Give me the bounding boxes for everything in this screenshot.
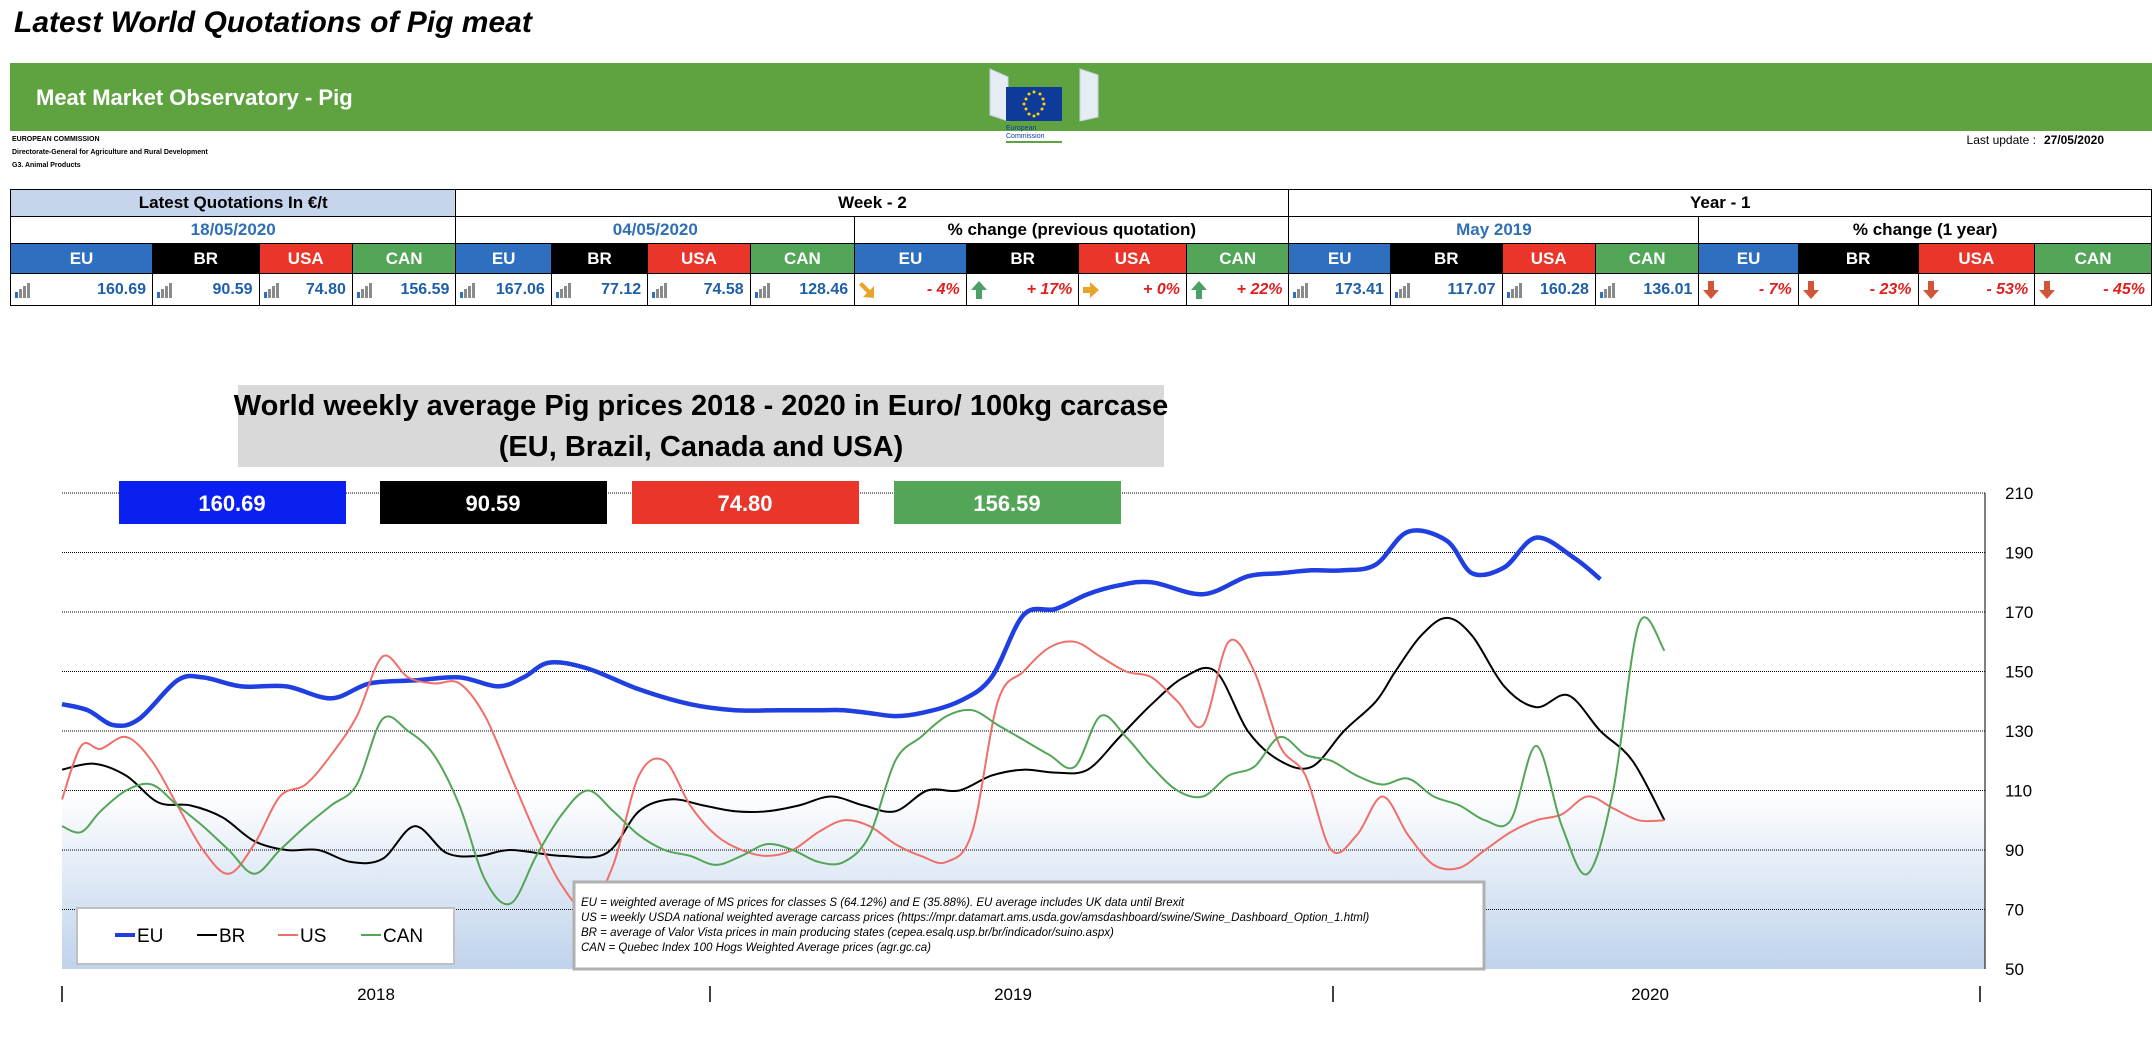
country-header-can: CAN — [2034, 243, 2152, 274]
week-pct: + 0% — [1078, 273, 1187, 306]
country-header-can: CAN — [1594, 243, 1700, 274]
latest-value: 156.59 — [351, 273, 457, 306]
country-header-usa: USA — [1078, 243, 1187, 274]
week-value: 74.58 — [647, 273, 751, 306]
price-chart: 50 70 90 110 130 150 170 190 210 2018 2019 2020 Worl… — [61, 385, 2033, 1004]
country-header-br: BR — [1797, 243, 1919, 274]
latest-value-box — [632, 481, 859, 524]
latest-value-box-label: 74.80 — [717, 491, 772, 516]
x-tick-label: 2018 — [357, 985, 395, 1004]
country-header-usa: USA — [1501, 243, 1596, 274]
last-update-label: Last update : — [1966, 133, 2036, 147]
country-header-br: BR — [550, 243, 649, 274]
latest-value-box — [380, 481, 607, 524]
week-date: 04/05/2020 — [455, 216, 856, 244]
latest-value: 160.69 — [9, 273, 154, 306]
country-header-can: CAN — [749, 243, 856, 274]
latest-date: 18/05/2020 — [9, 216, 457, 244]
year-pct: - 53% — [1917, 273, 2036, 306]
banner-title: Meat Market Observatory - Pig — [36, 85, 353, 110]
chart-title: World weekly average Pig prices 2018 - 2… — [234, 390, 1168, 422]
week-pct: + 22% — [1185, 273, 1290, 306]
page-title: Latest World Quotations of Pig meat — [14, 6, 532, 39]
latest-value: 74.80 — [258, 273, 353, 306]
week-header: Week - 2 — [455, 189, 1290, 217]
country-header-usa: USA — [258, 243, 353, 274]
x-tick-label: 2020 — [1631, 985, 1669, 1004]
latest-value-box-label: 160.69 — [198, 491, 265, 516]
country-header-eu: EU — [854, 243, 967, 274]
country-header-br: BR — [1389, 243, 1503, 274]
last-update-value: 27/05/2020 — [2043, 133, 2104, 147]
latest-value-box-label: 156.59 — [973, 491, 1040, 516]
logo-text-2: Commission — [1006, 133, 1045, 140]
legend-label: US — [300, 926, 326, 947]
year-pct: - 7% — [1698, 273, 1799, 306]
org-line-3: G3. Animal Products — [12, 162, 81, 169]
year-value: 160.28 — [1501, 273, 1596, 306]
latest-value: 90.59 — [152, 273, 260, 306]
country-header-can: CAN — [1185, 243, 1290, 274]
week-pct-header: % change (previous quotation) — [854, 216, 1290, 244]
note-line: EU = weighted average of MS prices for c… — [581, 897, 1185, 909]
country-header-eu: EU — [1698, 243, 1799, 274]
series-line-can — [61, 616, 1666, 906]
latest-value-box — [119, 481, 346, 524]
week-value: 128.46 — [749, 273, 856, 306]
legend — [76, 907, 455, 965]
country-header-usa: USA — [1917, 243, 2036, 274]
year-date: May 2019 — [1288, 216, 1700, 244]
y-tick-label: 50 — [2005, 960, 2024, 979]
org-line-1: EUROPEAN COMMISSION — [12, 136, 100, 143]
country-header-eu: EU — [455, 243, 552, 274]
last-update: Last update : 27/05/2020 — [1967, 133, 2104, 147]
x-tick-label: 2019 — [994, 985, 1032, 1004]
year-pct: - 23% — [1797, 273, 1919, 306]
week-value: 167.06 — [455, 273, 552, 306]
logo-text-1: European — [1006, 125, 1036, 132]
latest-value-box-label: 90.59 — [465, 491, 520, 516]
y-tick-label: 130 — [2005, 722, 2033, 741]
chart-subtitle: (EU, Brazil, Canada and USA) — [499, 431, 903, 463]
series-line-eu — [61, 528, 1602, 729]
note-line: CAN = Quebec Index 100 Hogs Weighted Ave… — [581, 942, 931, 954]
note-line: US = weekly USDA national weighted avera… — [581, 912, 1369, 924]
legend-label: EU — [137, 926, 163, 947]
chart-title-box — [238, 385, 1164, 467]
year-value: 136.01 — [1594, 273, 1700, 306]
country-header-br: BR — [152, 243, 260, 274]
legend-label: BR — [219, 926, 245, 947]
year-pct-header: % change (1 year) — [1698, 216, 2152, 244]
y-tick-label: 150 — [2005, 663, 2033, 682]
y-tick-label: 210 — [2005, 484, 2033, 503]
year-pct: - 45% — [2034, 273, 2152, 306]
eu-stars-icon — [1022, 90, 1046, 118]
series-line-us — [61, 638, 1665, 911]
week-pct: + 17% — [965, 273, 1080, 306]
country-header-eu: EU — [9, 243, 154, 274]
series-line-br — [61, 616, 1666, 865]
latest-header: Latest Quotations In €/t — [9, 189, 457, 217]
legend-label: CAN — [383, 926, 423, 947]
y-tick-label: 110 — [2005, 782, 2032, 801]
country-header-usa: USA — [647, 243, 751, 274]
y-tick-label: 90 — [2005, 841, 2024, 860]
y-tick-label: 190 — [2005, 544, 2033, 563]
year-value: 117.07 — [1389, 273, 1503, 306]
week-pct: - 4% — [854, 273, 967, 306]
note-line: BR = average of Valor Vista prices in ma… — [581, 927, 1114, 939]
year-value: 173.41 — [1288, 273, 1391, 306]
notes-box — [572, 880, 1486, 971]
y-tick-label: 70 — [2005, 901, 2024, 920]
week-value: 77.12 — [550, 273, 649, 306]
org-line-2: Directorate-General for Agriculture and … — [12, 149, 208, 156]
country-header-can: CAN — [351, 243, 457, 274]
latest-value-box — [894, 481, 1121, 524]
year-header: Year - 1 — [1288, 189, 2152, 217]
y-tick-label: 170 — [2005, 603, 2033, 622]
country-header-br: BR — [965, 243, 1080, 274]
quotations-table: Latest Quotations In €/t Week - 2 Year - 1… — [9, 189, 2152, 306]
european-commission-logo: European Commission — [989, 68, 1099, 143]
country-header-eu: EU — [1288, 243, 1391, 274]
